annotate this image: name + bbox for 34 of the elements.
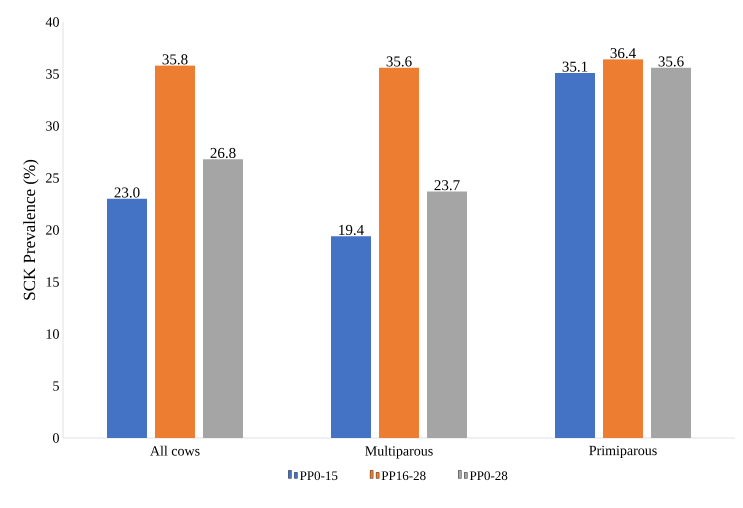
y-tick-label: 10 [46, 329, 59, 339]
y-tick-label: 20 [46, 225, 59, 235]
data-label: 36.4 [610, 48, 636, 58]
bar [203, 159, 244, 438]
bar [155, 66, 196, 438]
y-tick-label: 15 [46, 277, 59, 287]
data-label: 35.6 [658, 56, 684, 67]
data-label: 26.8 [210, 148, 236, 158]
bar [555, 72, 596, 438]
data-label: 23.7 [434, 180, 460, 190]
legend-label: PP0-28 [470, 471, 508, 480]
y-tick-label: 25 [46, 173, 59, 183]
x-tick-label: All cows [150, 446, 200, 456]
data-label: 23.0 [114, 187, 140, 198]
x-tick-label: Primiparous [589, 446, 657, 458]
bar [331, 236, 372, 438]
bar [651, 68, 692, 438]
bar [427, 192, 468, 438]
x-tick-label: Multiparous [365, 446, 433, 458]
data-label: 19.4 [339, 224, 364, 236]
y-tick-label: 40 [46, 17, 59, 27]
data-label: 35.6 [386, 56, 412, 67]
legend-label: PP16-28 [382, 471, 426, 480]
bar [603, 59, 644, 438]
y-tick-label: 35 [46, 69, 59, 79]
y-tick-label: 5 [53, 381, 59, 391]
data-label: 35.8 [162, 54, 188, 64]
bar [107, 198, 148, 438]
y-tick-label: 0 [53, 433, 59, 443]
data-label: 35.1 [562, 62, 588, 72]
y-tick-label: 30 [46, 121, 59, 131]
y-axis-title: SCK Prevalence (%) [23, 160, 39, 300]
bar [379, 68, 420, 438]
legend-label: PP0-15 [300, 471, 338, 480]
